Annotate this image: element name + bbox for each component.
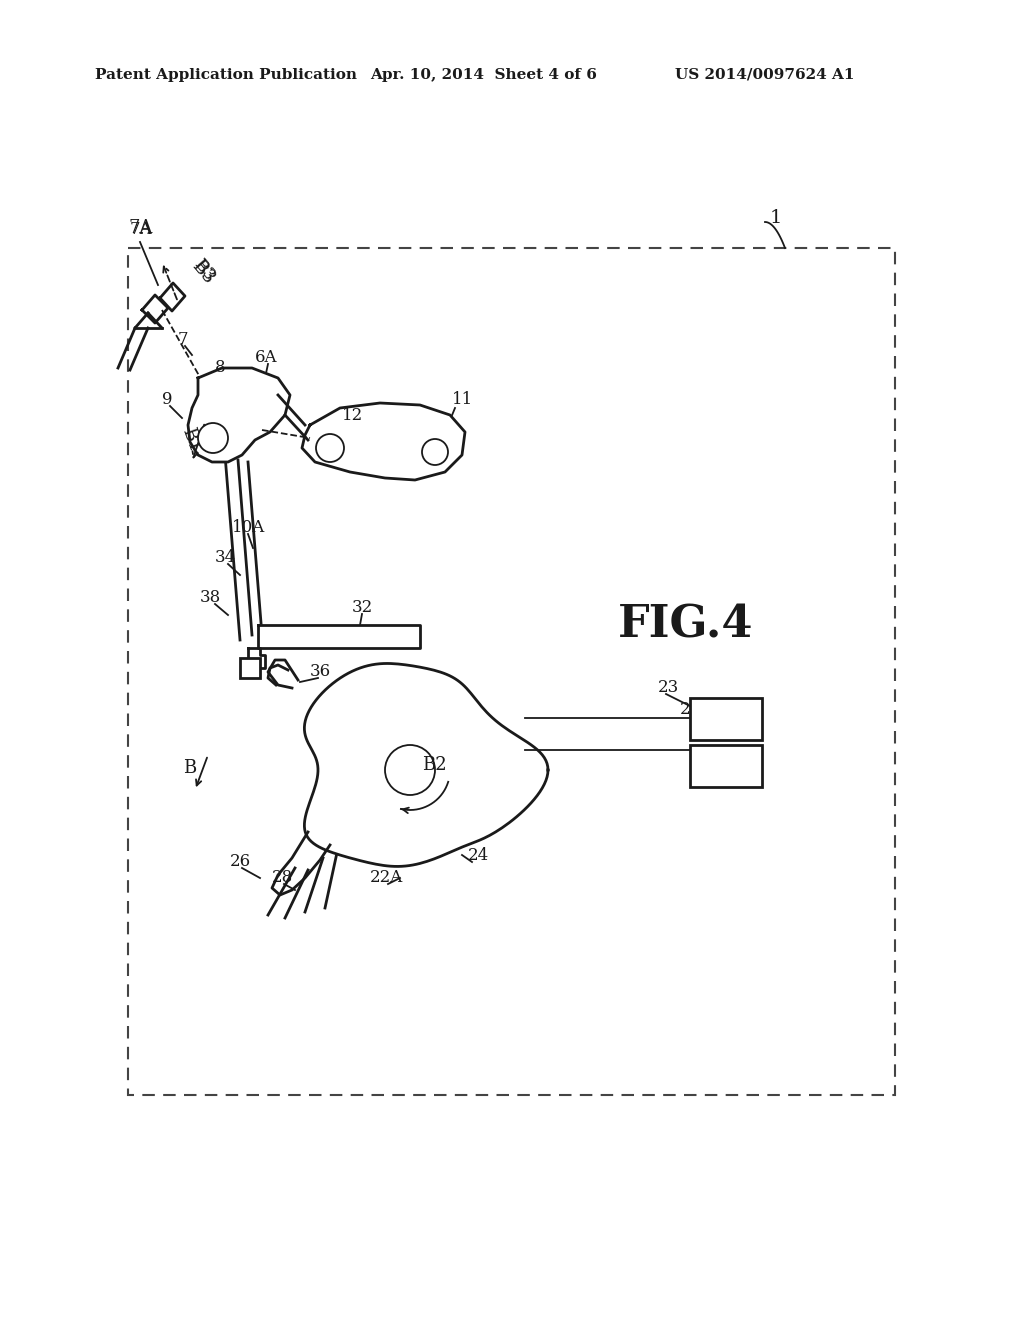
Circle shape — [385, 744, 435, 795]
Text: B3: B3 — [190, 256, 218, 284]
Text: 10A: 10A — [232, 520, 265, 536]
Polygon shape — [268, 660, 298, 688]
Circle shape — [316, 434, 344, 462]
Text: B3: B3 — [188, 256, 218, 288]
Text: 36: 36 — [310, 664, 331, 681]
Text: 24: 24 — [468, 846, 489, 863]
Polygon shape — [258, 624, 420, 648]
Text: Patent Application Publication: Patent Application Publication — [95, 69, 357, 82]
Bar — [690, 744, 762, 787]
Text: 7A: 7A — [128, 219, 153, 238]
Circle shape — [198, 422, 228, 453]
Text: 12: 12 — [342, 407, 364, 424]
Text: B1: B1 — [178, 425, 204, 454]
Text: 34: 34 — [215, 549, 237, 566]
Text: 7: 7 — [178, 331, 188, 348]
Text: 38: 38 — [200, 590, 221, 606]
Text: FIG.4: FIG.4 — [618, 603, 754, 647]
Text: B: B — [183, 759, 197, 777]
Circle shape — [422, 440, 449, 465]
Text: Apr. 10, 2014  Sheet 4 of 6: Apr. 10, 2014 Sheet 4 of 6 — [370, 69, 597, 82]
Polygon shape — [302, 403, 465, 480]
Text: 7A: 7A — [130, 222, 153, 239]
Bar — [128, 248, 895, 1096]
Text: 32: 32 — [352, 599, 374, 616]
Polygon shape — [188, 368, 290, 462]
Text: 26: 26 — [230, 854, 251, 870]
Text: B2: B2 — [422, 756, 446, 774]
Text: 6A: 6A — [255, 350, 278, 367]
Text: US 2014/0097624 A1: US 2014/0097624 A1 — [675, 69, 854, 82]
Bar — [240, 657, 260, 678]
Text: 25: 25 — [680, 701, 701, 718]
Text: 23: 23 — [658, 680, 679, 697]
Text: 22A: 22A — [370, 870, 403, 887]
Text: 11: 11 — [452, 392, 473, 408]
Text: 1: 1 — [770, 209, 782, 227]
Text: 28: 28 — [272, 870, 293, 887]
Polygon shape — [248, 648, 265, 668]
Text: 9: 9 — [162, 392, 172, 408]
Text: 8: 8 — [215, 359, 225, 376]
Bar — [690, 698, 762, 741]
Polygon shape — [304, 664, 548, 866]
